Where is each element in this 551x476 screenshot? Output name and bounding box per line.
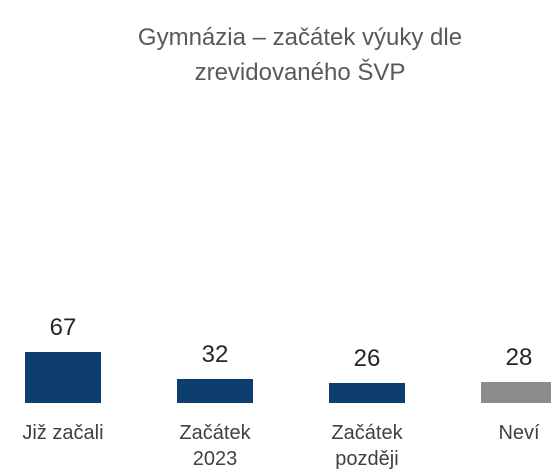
x-tick-label: Začátek později bbox=[331, 422, 403, 470]
chart-title: Gymnázia – začátek výuky dle zrevidované… bbox=[137, 24, 463, 86]
bar bbox=[177, 378, 253, 403]
value-label: 67 bbox=[49, 314, 77, 342]
bar bbox=[25, 352, 101, 403]
value-label: 28 bbox=[505, 343, 533, 371]
value-label: 32 bbox=[201, 340, 229, 368]
bar bbox=[329, 383, 405, 403]
x-tick-label: Neví bbox=[498, 422, 540, 444]
x-tick-label: Začátek 2023 bbox=[179, 422, 251, 470]
value-label: 26 bbox=[353, 345, 381, 373]
x-tick-label: Již začali bbox=[22, 422, 104, 444]
bar bbox=[481, 381, 551, 403]
